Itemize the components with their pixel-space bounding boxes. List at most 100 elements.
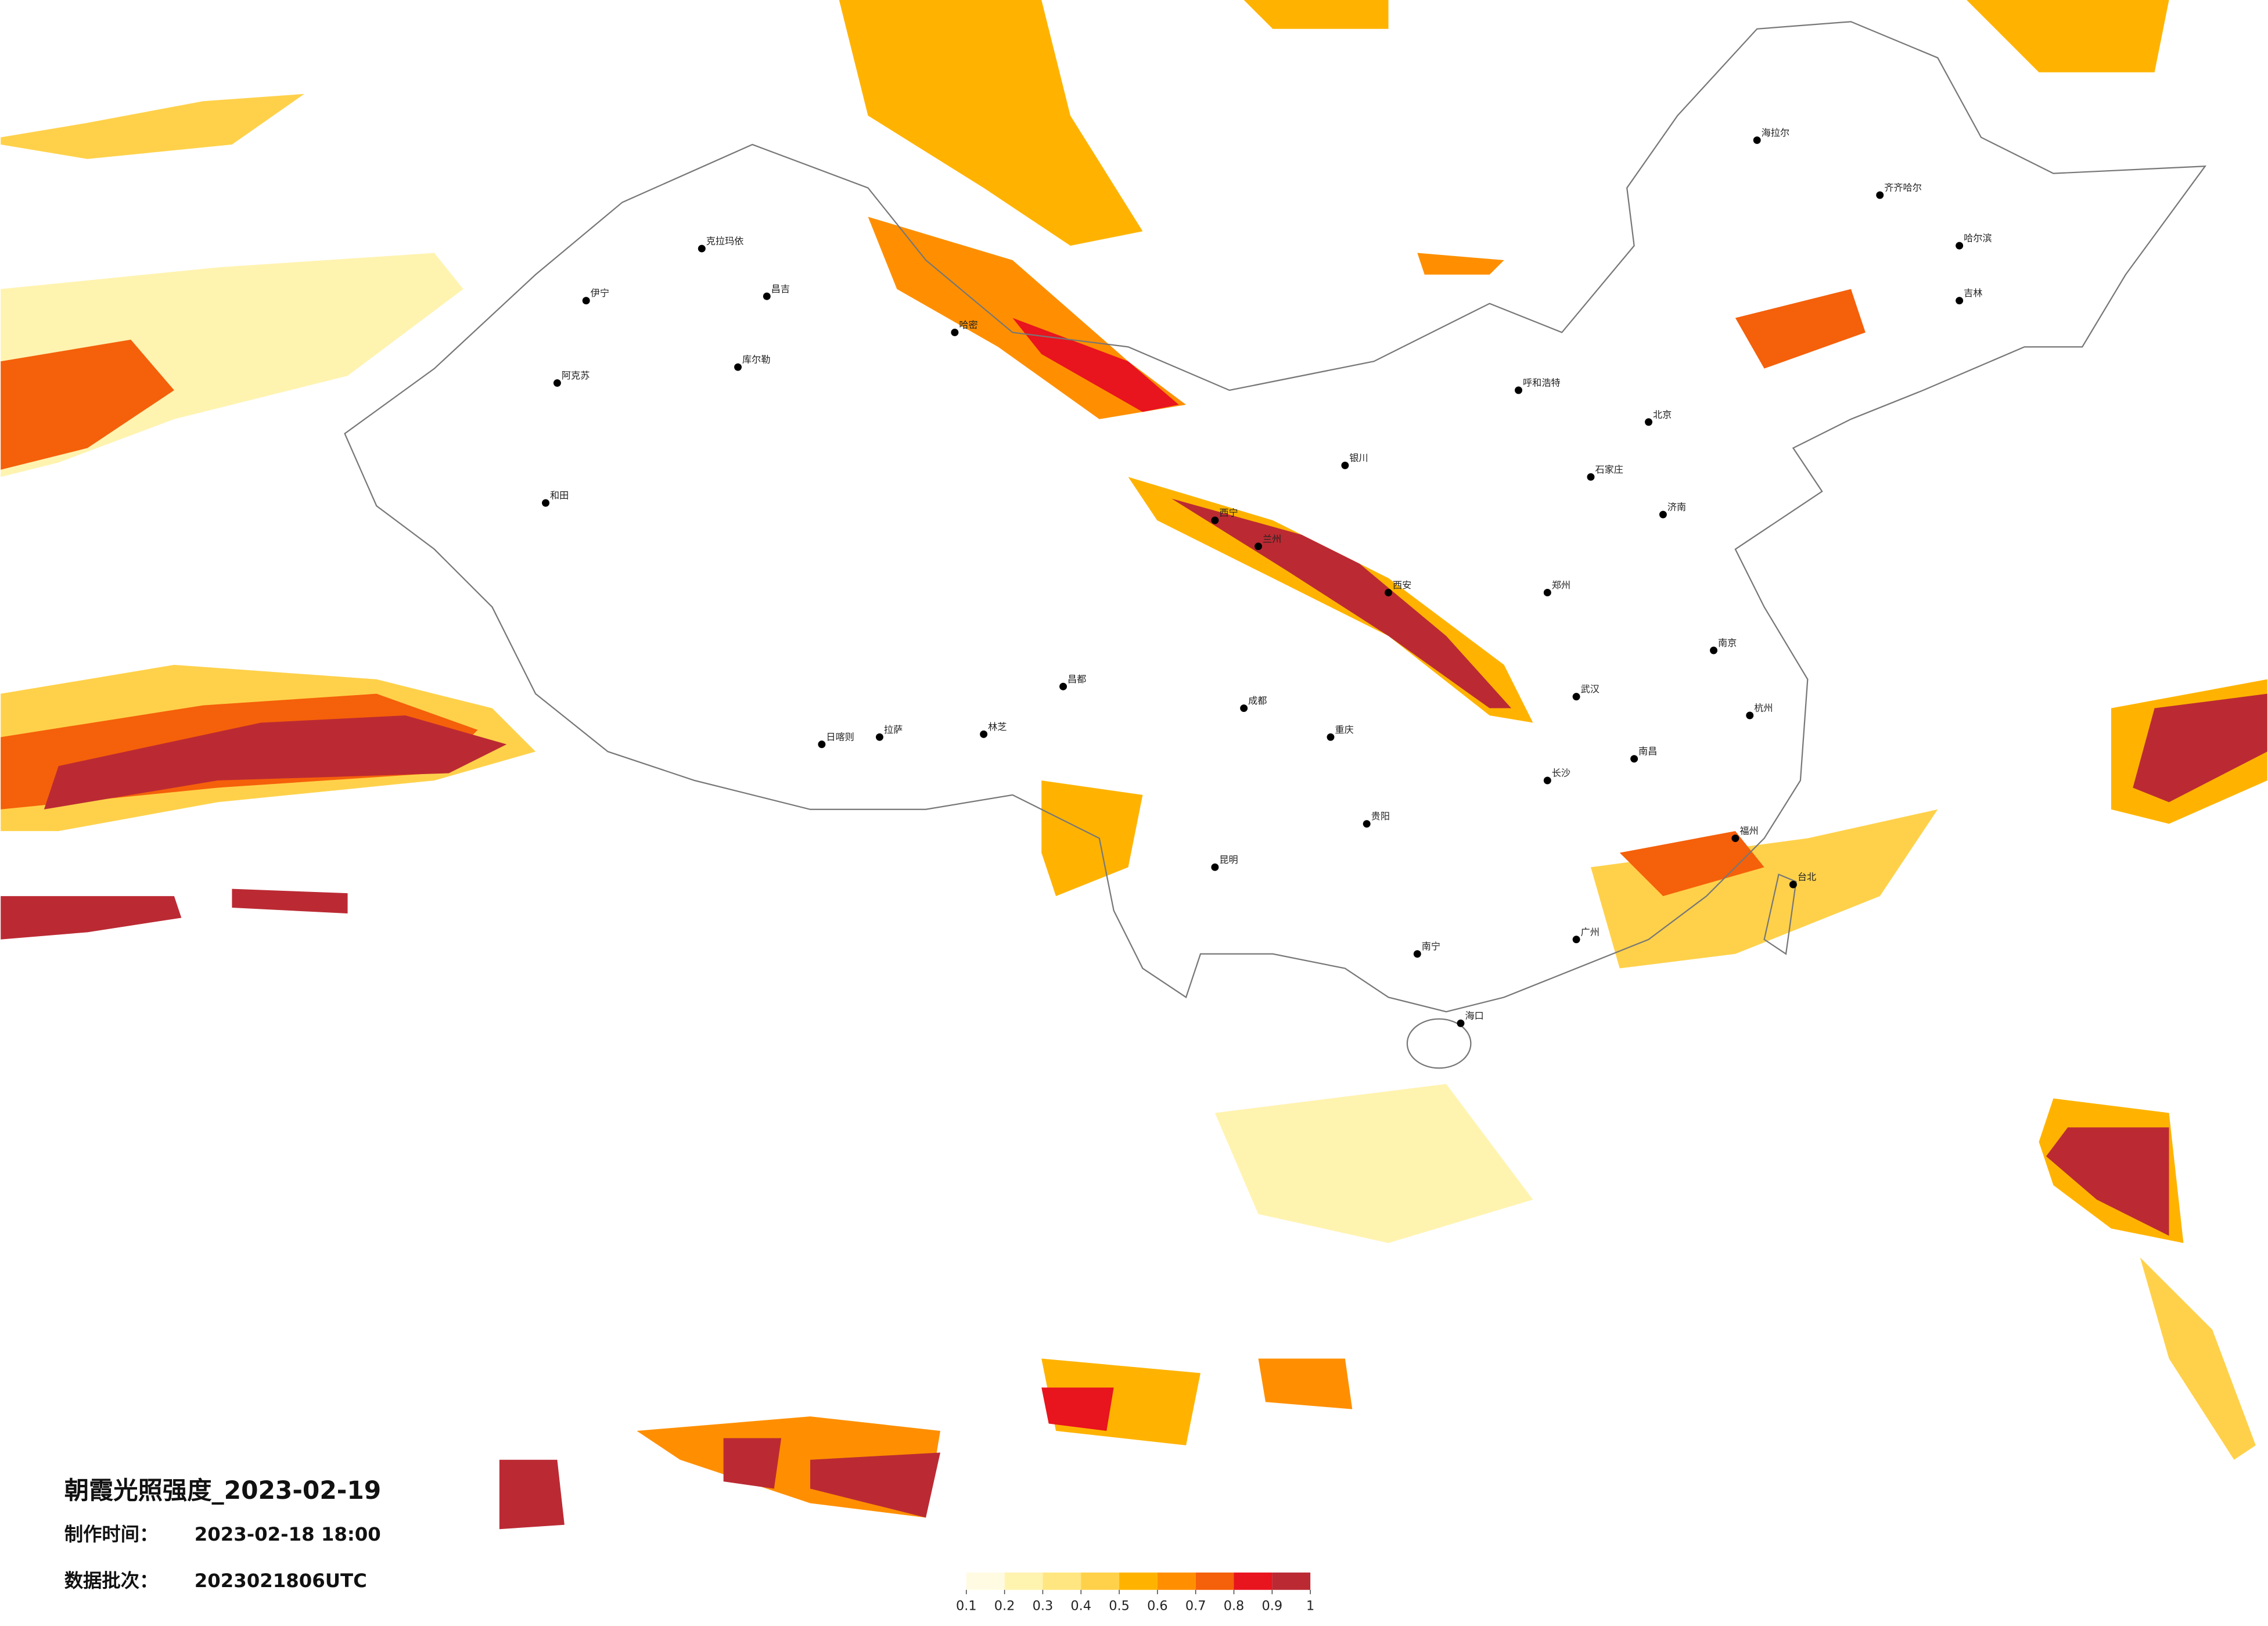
city-dot (1413, 950, 1421, 958)
city-label: 昌都 (1067, 674, 1086, 685)
city-dot (1572, 936, 1580, 944)
city-label: 林芝 (988, 721, 1007, 732)
city-label: 武汉 (1581, 684, 1600, 695)
legend-swatch (1081, 1572, 1120, 1590)
legend-swatch (1043, 1572, 1081, 1590)
heat-area (723, 1438, 940, 1518)
city-label: 广州 (1581, 926, 1600, 937)
city-dot (1211, 516, 1219, 524)
legend-tick-label: 0.8 (1224, 1599, 1245, 1614)
island-border (1763, 873, 1797, 955)
city-label: 长沙 (1552, 768, 1570, 779)
heat-area (1, 93, 304, 159)
heat-area (1258, 1358, 1353, 1409)
heat-area (2140, 1257, 2256, 1460)
city-label: 北京 (1653, 409, 1672, 420)
heat-area (1, 339, 174, 470)
city-dot (818, 740, 826, 749)
city-dot (1789, 880, 1797, 888)
city-dot (980, 730, 988, 738)
city-dot (553, 379, 561, 387)
city-label: 台北 (1798, 872, 1816, 883)
city-dot (582, 297, 590, 305)
city-label: 克拉玛依 (706, 236, 744, 247)
city-label: 伊宁 (591, 287, 609, 298)
city-dot (1956, 242, 1964, 250)
heat-area (1243, 0, 1389, 29)
city-dot (1572, 693, 1580, 701)
heat-area (1619, 831, 1764, 897)
city-label: 和田 (550, 490, 569, 501)
city-label: 阿克苏 (562, 370, 590, 381)
city-label: 哈尔滨 (1964, 233, 1992, 244)
city-label: 银川 (1349, 452, 1368, 463)
city-dot (1587, 473, 1595, 481)
city-dot (1327, 733, 1335, 741)
city-label: 库尔勒 (742, 354, 770, 365)
heat-area (1735, 289, 1866, 369)
heat-area (1590, 809, 1938, 969)
legend-swatch (1234, 1572, 1273, 1590)
heat-area (1214, 1084, 1533, 1243)
city-label: 南京 (1718, 638, 1737, 649)
heat-area (1, 896, 182, 940)
color-legend: 0.1 0.2 0.3 0.4 0.5 0.6 0.7 0.8 0.9 1 (956, 1572, 1314, 1614)
legend-tick-label: 0.3 (1033, 1599, 1054, 1614)
city-dot (1211, 863, 1219, 871)
heat-area (232, 888, 348, 913)
heat-area (2133, 693, 2267, 803)
city-dot (1543, 776, 1551, 785)
city-label: 济南 (1667, 502, 1686, 513)
city-label: 哈密 (959, 319, 977, 330)
made-time: 2023-02-18 18:00 (195, 1523, 381, 1545)
city-dot (1255, 542, 1263, 551)
city-label: 齐齐哈尔 (1884, 182, 1922, 193)
city-dot (1710, 646, 1718, 654)
heat-area (499, 1459, 565, 1530)
island-border (1406, 1018, 1472, 1069)
city-dot (875, 733, 883, 741)
batch-id: 2023021806UTC (195, 1570, 367, 1592)
legend-swatch (1272, 1572, 1311, 1590)
city-label: 拉萨 (884, 724, 903, 735)
city-label: 成都 (1248, 695, 1267, 706)
city-label: 西宁 (1219, 508, 1238, 519)
city-dot (1630, 755, 1638, 763)
heat-layer (1, 0, 2267, 1530)
city-dot (1746, 711, 1754, 720)
heat-area (1041, 780, 1143, 897)
heat-area (1012, 318, 1179, 412)
city-dot (1240, 704, 1248, 713)
legend-tick-label: 0.6 (1147, 1599, 1168, 1614)
city-label: 西安 (1393, 580, 1411, 591)
city-label: 南宁 (1422, 941, 1440, 952)
legend-swatch (1119, 1572, 1158, 1590)
city-label: 福州 (1739, 825, 1758, 836)
legend-tick-label: 0.9 (1262, 1599, 1283, 1614)
city-dot (951, 328, 959, 336)
city-dot (734, 363, 742, 371)
city-dot (1659, 510, 1667, 519)
city-label: 南昌 (1638, 746, 1657, 757)
city-label: 吉林 (1964, 287, 1982, 298)
heat-area (1041, 1387, 1114, 1431)
city-label: 日喀则 (826, 731, 854, 742)
city-label: 呼和浩特 (1523, 377, 1561, 388)
city-dot (1363, 820, 1371, 828)
heat-area (839, 0, 1143, 246)
city-label: 兰州 (1263, 533, 1281, 544)
heat-area (1417, 253, 1504, 275)
legend-tick-label: 0.4 (1070, 1599, 1091, 1614)
title: 朝霞光照强度_2023-02-19 (64, 1476, 381, 1505)
city-label: 海口 (1465, 1010, 1483, 1021)
city-dot (1645, 418, 1653, 426)
city-dot (698, 244, 706, 253)
legend-swatch (1195, 1572, 1234, 1590)
heat-area (44, 715, 507, 810)
legend-tick-label: 0.7 (1185, 1599, 1206, 1614)
city-dot (1731, 834, 1739, 843)
legend-tick-label: 0.2 (994, 1599, 1015, 1614)
heat-area (2046, 1127, 2169, 1236)
batch-label: 数据批次： (64, 1570, 159, 1592)
